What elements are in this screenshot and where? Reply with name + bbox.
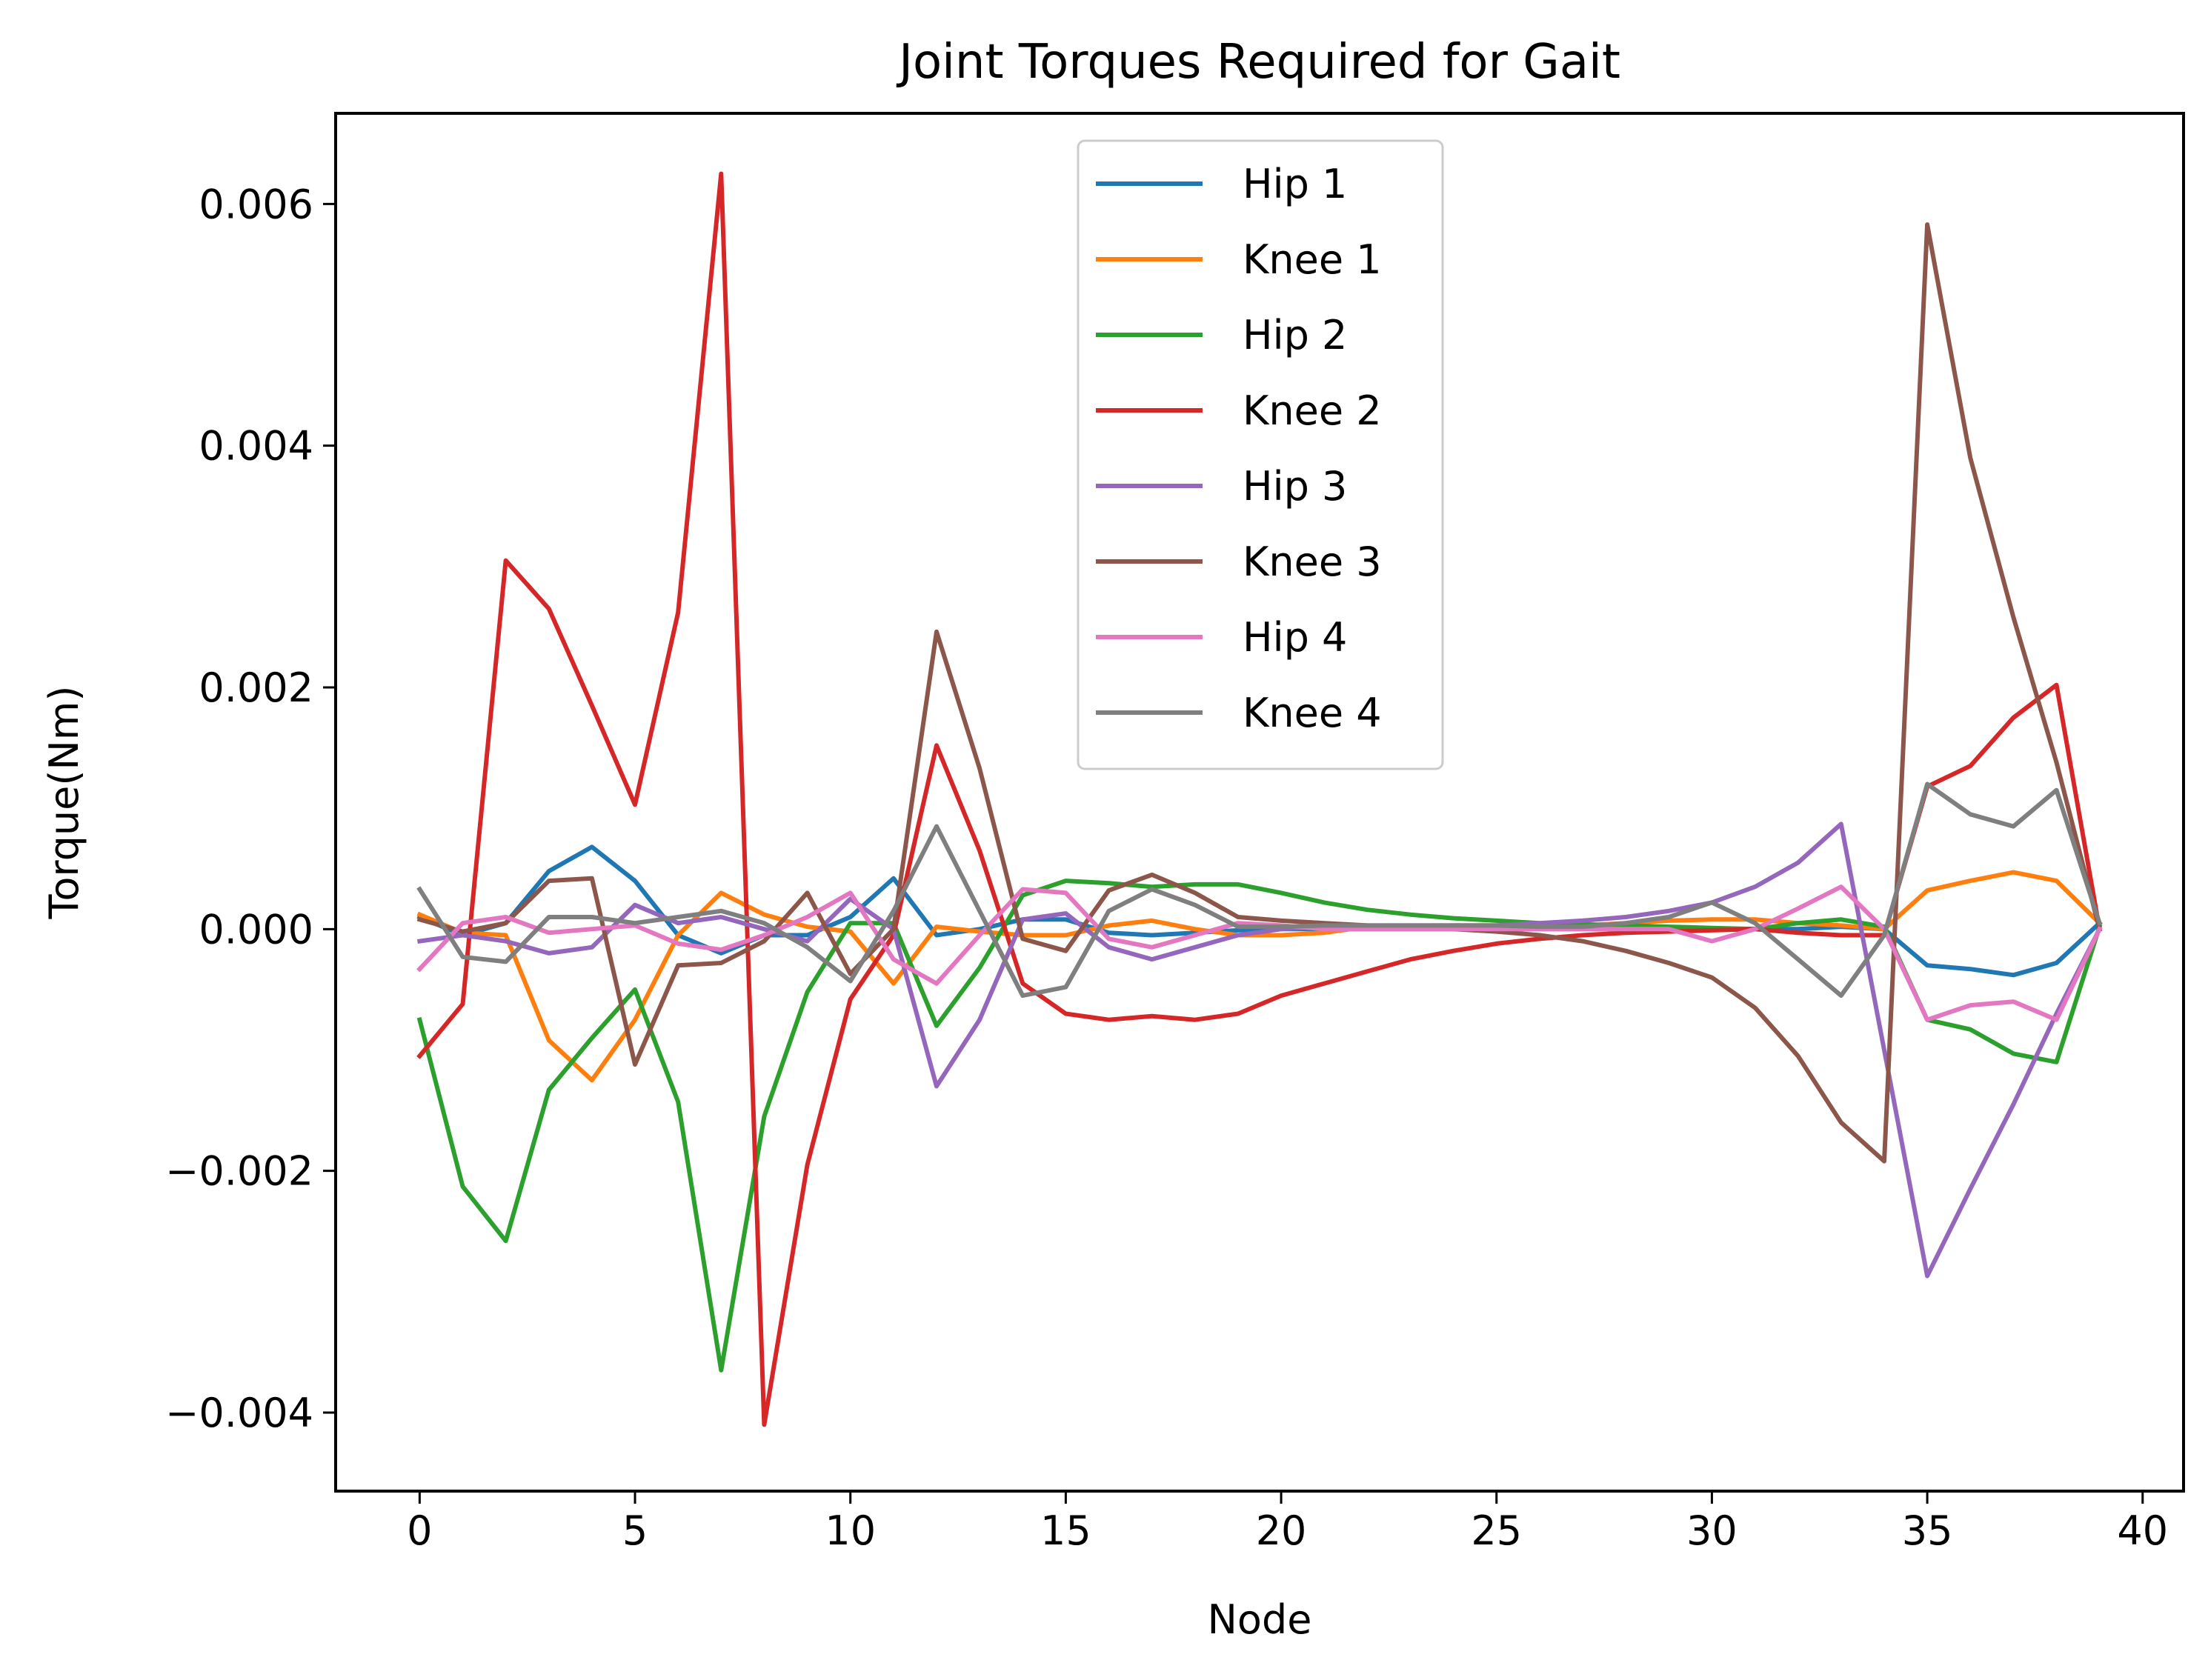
x-axis-label: Node <box>1208 1596 1312 1643</box>
legend-label-knee-4: Knee 4 <box>1243 690 1382 736</box>
x-tick-label: 5 <box>622 1507 648 1554</box>
series-line-hip-3 <box>417 821 2103 1279</box>
legend-label-knee-2: Knee 2 <box>1243 387 1382 434</box>
x-tick-label: 20 <box>1256 1507 1307 1554</box>
chart-title: Joint Torques Required for Gait <box>896 35 1620 90</box>
legend-label-hip-3: Hip 3 <box>1243 463 1347 510</box>
x-tick-label: 10 <box>825 1507 876 1554</box>
series-line-hip-1 <box>416 844 2103 978</box>
series-line-hip-4 <box>416 884 2103 1022</box>
x-tick-label: 0 <box>407 1507 432 1554</box>
y-tick-label: 0.002 <box>199 664 313 711</box>
legend: Hip 1 Knee 1 Hip 2 Knee 2 Hip 3 Knee 3 Hip 4 Kn… <box>1077 139 1444 770</box>
y-tick-label: 0.000 <box>199 906 313 953</box>
plot-series <box>416 171 2103 1427</box>
series-line-hip-2 <box>416 879 2103 1373</box>
legend-label-knee-1: Knee 1 <box>1243 236 1382 283</box>
y-tick-label: −0.002 <box>165 1148 313 1195</box>
legend-label-hip-1: Hip 1 <box>1243 161 1347 207</box>
series-line-knee-2 <box>416 171 2103 1427</box>
legend-box <box>1077 139 1444 770</box>
legend-label-knee-3: Knee 3 <box>1243 539 1382 585</box>
x-tick-label: 25 <box>1471 1507 1522 1554</box>
x-tick-label: 40 <box>2117 1507 2168 1554</box>
legend-label-hip-2: Hip 2 <box>1243 312 1347 359</box>
series-line-knee-3 <box>416 222 2103 1164</box>
legend-label-hip-4: Hip 4 <box>1243 614 1347 661</box>
axis-ticks: 0 5 10 15 20 25 30 35 40 −0.004 −0.002 0.000 0.002 0.… <box>165 181 2168 1554</box>
series-line-knee-4 <box>416 781 2103 999</box>
plot-frame <box>334 112 2185 1493</box>
y-axis-label: Torque(Nm) <box>41 686 87 920</box>
x-tick-label: 35 <box>1902 1507 1953 1554</box>
x-tick-label: 15 <box>1040 1507 1091 1554</box>
y-tick-label: −0.004 <box>165 1390 313 1436</box>
y-tick-label: 0.006 <box>199 181 313 227</box>
y-tick-label: 0.004 <box>199 423 313 470</box>
x-tick-label: 30 <box>1686 1507 1738 1554</box>
